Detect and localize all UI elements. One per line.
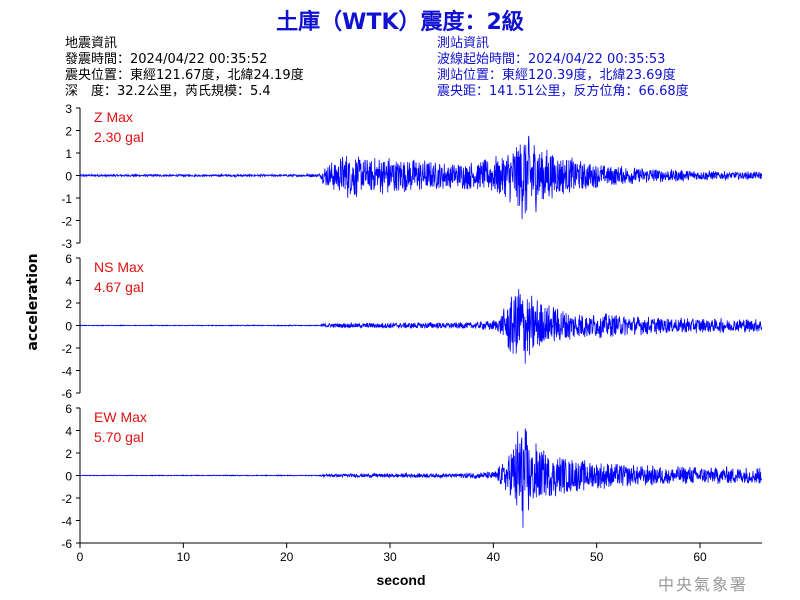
y-tick-label: -2 — [61, 342, 72, 356]
y-tick-label: -1 — [61, 192, 72, 206]
waveform-ns — [79, 289, 763, 364]
y-tick-label: 0 — [65, 320, 72, 334]
y-tick-label: 0 — [65, 470, 72, 484]
station-location: 測站位置：東經120.39度，北緯23.69度 — [437, 68, 676, 83]
y-tick-label: 3 — [65, 102, 72, 116]
y-tick-label: 4 — [65, 275, 72, 289]
epicenter-location: 震央位置：東經121.67度，北緯24.19度 — [65, 68, 304, 83]
x-tick-label: 0 — [77, 550, 84, 564]
y-tick-label: -3 — [61, 237, 72, 251]
y-tick-label: 6 — [65, 402, 72, 416]
origin-time: 發震時間：2024/04/22 00:35:52 — [65, 52, 268, 67]
panel-ns: 6 4 2 0 -2 -4 -6 NS Max 4.67 gal — [61, 252, 763, 401]
x-tick-label: 50 — [590, 550, 604, 564]
waveform-ew — [80, 428, 763, 528]
y-tick-label: -2 — [61, 215, 72, 229]
earthquake-info-heading: 地震資訊 — [65, 36, 118, 51]
y-tick-label: -4 — [61, 515, 72, 529]
max-label: Z Max — [94, 109, 133, 125]
x-tick-label: 60 — [693, 550, 707, 564]
y-tick-label: -6 — [61, 387, 72, 401]
panel-ew: 6 4 2 0 -2 -4 -6 EW Max 5.70 gal — [61, 402, 763, 551]
y-tick-label: 6 — [65, 252, 72, 266]
y-tick-label: 1 — [65, 147, 72, 161]
x-tick-label: 40 — [487, 550, 501, 564]
earthquake-info-block: 地震資訊 發震時間：2024/04/22 00:35:52 震央位置：東經121… — [65, 36, 304, 100]
wave-start-time: 波線起始時間：2024/04/22 00:35:53 — [437, 52, 666, 67]
station-info-block: 測站資訊 波線起始時間：2024/04/22 00:35:53 測站位置：東經1… — [437, 36, 689, 100]
y-tick-label: 2 — [65, 297, 72, 311]
max-label: EW Max — [94, 409, 147, 425]
y-tick-label: -4 — [61, 365, 72, 379]
x-tick-label: 30 — [383, 550, 397, 564]
y-tick-label: 4 — [65, 425, 72, 439]
x-tick-label: 10 — [177, 550, 191, 564]
y-tick-label: -2 — [61, 492, 72, 506]
max-value: 5.70 gal — [94, 429, 144, 445]
depth-magnitude: 深 度：32.2公里，芮氏規模：5.4 — [65, 84, 271, 99]
agency-watermark: 中央氣象署 — [657, 575, 748, 594]
x-tick-label: 20 — [280, 550, 294, 564]
max-value: 2.30 gal — [94, 129, 144, 145]
y-tick-label: 2 — [65, 447, 72, 461]
epicentral-distance: 震央距：141.51公里，反方位角：66.68度 — [437, 84, 689, 99]
y-tick-label: 2 — [65, 125, 72, 139]
panel-z: 3 2 1 0 -1 -2 -3 Z Max 2.30 gal — [61, 102, 763, 251]
x-axis-label: second — [376, 572, 425, 588]
waveform-z — [79, 135, 763, 220]
station-info-heading: 測站資訊 — [437, 36, 490, 51]
y-tick-label: -6 — [61, 537, 72, 551]
max-label: NS Max — [94, 259, 144, 275]
max-value: 4.67 gal — [94, 279, 144, 295]
chart-title: 土庫（WTK）震度：2級 — [276, 10, 524, 35]
y-tick-label: 0 — [65, 170, 72, 184]
